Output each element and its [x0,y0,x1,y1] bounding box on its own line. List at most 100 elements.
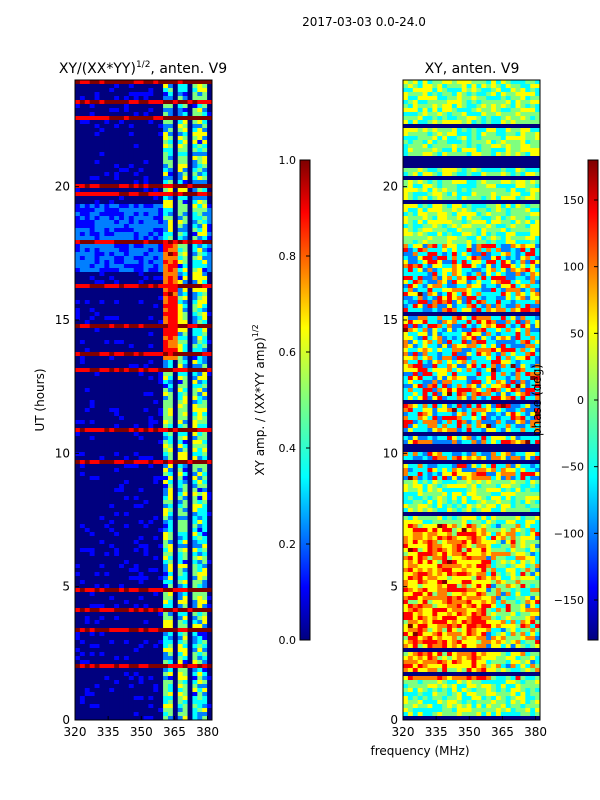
amp-heatmap-cell [75,296,81,301]
amp-heatmap-cell [182,368,189,373]
amp-heatmap-cell [143,320,149,325]
amp-heatmap-cell [197,576,203,581]
amp-heatmap-cell [207,284,213,289]
amp-heatmap-cell [104,176,110,181]
amp-heatmap-cell [163,328,169,333]
amp-heatmap-cell [138,556,144,561]
amp-heatmap-cell [153,584,159,589]
amp-heatmap-cell [197,168,203,173]
amp-heatmap-cell [109,300,115,305]
amp-heatmap-cell [167,612,174,617]
amp-heatmap-cell [79,404,86,409]
amp-heatmap-cell [172,120,179,125]
amp-heatmap-cell [123,388,130,393]
amp-heatmap-cell [128,236,135,241]
phase-heatmap-cell [451,104,458,109]
amp-heatmap-cell [114,328,120,333]
amp-heatmap-cell [84,636,91,641]
amp-heatmap-cell [197,212,203,217]
phase-heatmap-cell [515,92,521,97]
amp-heatmap-cell [172,504,179,509]
amp-heatmap-cell [153,516,159,521]
amp-heatmap-cell [79,428,86,433]
amp-heatmap-cell [109,276,115,281]
amp-heatmap-cell [197,332,203,337]
amp-heatmap-cell [207,644,213,649]
amp-heatmap-cell [79,644,86,649]
amp-heatmap-cell [153,332,159,337]
amp-heatmap-cell [187,684,193,689]
amp-heatmap-cell [202,504,208,509]
amp-heatmap-cell [153,216,159,221]
amp-heatmap-cell [153,580,159,585]
amp-heatmap-cell [133,644,140,649]
amp-heatmap-cell [89,240,96,245]
amp-heatmap-cell [75,132,81,137]
amp-heatmap-cell [128,92,135,97]
amp-heatmap-cell [84,208,91,213]
amp-heatmap-cell [94,504,100,509]
amp-heatmap-cell [167,460,174,465]
amp-heatmap-cell [75,540,81,545]
amp-heatmap-cell [119,628,125,633]
amp-heatmap-cell [207,152,213,157]
amp-heatmap-cell [104,656,110,661]
phase-heatmap-cell [481,88,487,93]
amp-heatmap-cell [99,656,105,661]
amp-heatmap-cell [158,700,164,705]
amp-heatmap-cell [99,108,105,113]
amp-heatmap-cell [138,380,144,385]
amp-heatmap-cell [192,168,198,173]
amp-heatmap-cell [79,532,86,537]
amp-heatmap-cell [158,440,164,445]
amp-heatmap-cell [207,240,213,245]
amp-heatmap-cell [79,584,86,589]
amp-heatmap-cell [207,632,213,637]
phase-heatmap-cell [510,120,517,125]
amp-heatmap-cell [79,408,86,413]
amp-heatmap-cell [153,304,159,309]
amp-heatmap-cell [182,344,189,349]
amp-heatmap-cell [207,600,213,605]
amp-heatmap-cell [104,512,110,517]
amp-heatmap-cell [143,88,149,93]
amp-heatmap-cell [89,608,96,613]
amp-heatmap-cell [109,580,115,585]
amp-heatmap-cell [123,272,130,277]
amp-heatmap-cell [104,420,110,425]
amp-heatmap-cell [138,444,144,449]
amp-heatmap-cell [89,632,96,637]
amp-heatmap-cell [99,616,105,621]
amp-heatmap-cell [182,608,189,613]
amp-heatmap-cell [192,316,198,321]
amp-heatmap-cell [177,336,184,341]
amp-heatmap-cell [109,104,115,109]
amp-heatmap-cell [138,252,144,257]
phase-heatmap-cell [456,132,463,137]
amp-heatmap-cell [192,548,198,553]
phase-heatmap-cell [456,140,463,145]
amp-heatmap-cell [207,260,213,265]
phase-heatmap-cell [486,136,492,141]
amp-heatmap-cell [187,456,193,461]
amp-heatmap-cell [143,356,149,361]
amp-heatmap-cell [177,552,184,557]
amp-heatmap-cell [119,228,125,233]
amp-heatmap-cell [182,484,189,489]
amp-heatmap-cell [119,672,125,677]
amp-heatmap-cell [158,696,164,701]
amp-heatmap-cell [123,544,130,549]
amp-heatmap-cell [148,372,154,377]
amp-heatmap-cell [109,716,115,721]
phase-heatmap-cell [417,116,424,121]
amp-heatmap-cell [163,424,169,429]
amp-heatmap-cell [177,392,184,397]
amp-x-axis: 320 335 350 365 380 [64,716,219,739]
amp-heatmap-cell [143,600,149,605]
amp-heatmap-cell [148,412,154,417]
phase-heatmap-cell [491,124,497,129]
amp-heatmap-cell [158,308,164,313]
amp-heatmap-cell [148,452,154,457]
phase-heatmap-cell [535,80,541,85]
amp-heatmap-cell [182,444,189,449]
